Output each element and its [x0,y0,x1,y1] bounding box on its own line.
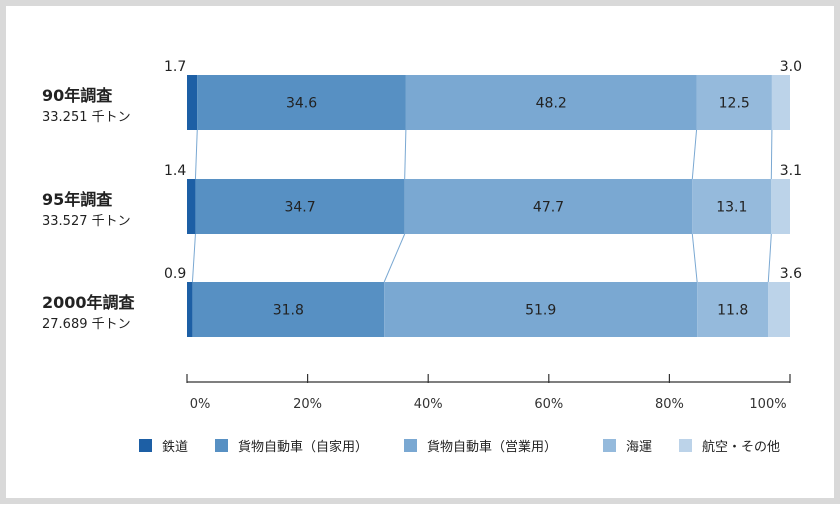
stacked-bar-chart: 90年調査 33.251 千トン 1.7 34.6 48.2 12.5 3.0 95年調査 33… [42,59,802,455]
data-label: 13.1 [716,200,747,216]
bar-segment [692,179,772,234]
connector-line [767,233,772,283]
bar-segment [187,282,193,337]
data-label: 31.8 [273,303,304,319]
bar-segment [192,282,385,337]
bar-segment [187,179,196,234]
bar-segment [771,179,790,234]
data-label: 0.9 [164,266,186,282]
legend-swatch [404,439,417,452]
connector-line [194,129,198,180]
legend-swatch [139,439,152,452]
x-tick-label: 100% [749,397,786,412]
legend-label: 貨物自動車（営業用） [427,439,557,455]
x-tick-label: 60% [534,397,563,412]
legend-swatch [679,439,692,452]
data-label: 12.5 [719,96,750,112]
bar-segment [384,282,698,337]
row-subtitle: 27.689 千トン [42,317,131,332]
row-title: 2000年調査 [42,293,135,312]
connector-line [404,129,407,180]
data-label: 11.8 [717,303,748,319]
bar-segment [197,75,406,130]
legend-swatch [215,439,228,452]
legend-swatch [603,439,616,452]
legend-label: 貨物自動車（自家用） [238,439,368,455]
x-tick-label: 40% [414,397,443,412]
bar-segment [696,75,772,130]
x-tick-label: 20% [293,397,322,412]
bar-segment [405,75,697,130]
legend-label: 海運 [626,440,652,455]
data-label: 1.4 [164,163,186,179]
bar-segment [195,179,405,234]
bar-segment [771,75,790,130]
data-label: 48.2 [536,96,567,112]
row-subtitle: 33.251 千トン [42,110,131,125]
data-label: 3.0 [780,59,802,75]
legend-label: 航空・その他 [702,439,780,455]
data-label: 3.6 [780,266,802,282]
row-title: 95年調査 [42,190,112,209]
bar-segment [404,179,693,234]
legend-label: 鉄道 [162,440,188,455]
x-tick-label: 0% [190,397,211,412]
data-label: 47.7 [533,200,564,216]
row-subtitle: 33.527 千トン [42,214,131,229]
bar-segment [768,282,790,337]
connector-line [191,233,196,283]
data-label: 3.1 [780,163,802,179]
connector-line [691,233,698,283]
data-label: 51.9 [525,303,556,319]
row-title: 90年調査 [42,86,112,105]
connector-line [383,233,406,283]
connector-line [770,129,773,180]
data-label: 34.7 [284,200,315,216]
bar-segment [187,75,198,130]
x-tick-label: 80% [655,397,684,412]
connector-line [691,129,698,180]
data-label: 1.7 [164,59,186,75]
data-label: 34.6 [286,96,317,112]
bar-segment [697,282,769,337]
